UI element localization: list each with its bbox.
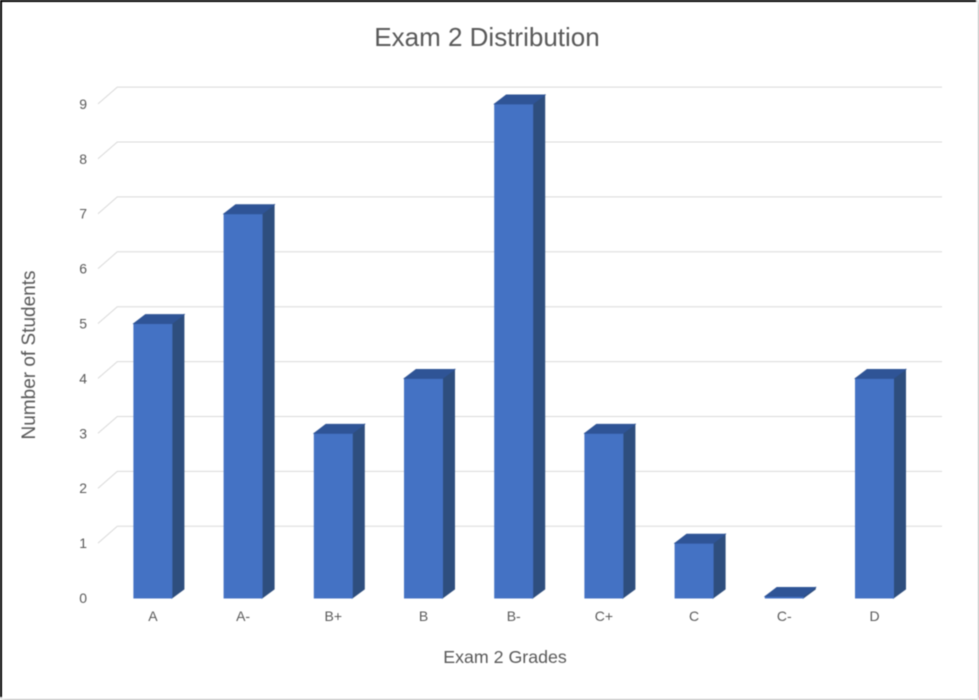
svg-text:7: 7	[79, 206, 87, 222]
svg-text:C: C	[689, 608, 699, 624]
svg-text:5: 5	[79, 316, 87, 332]
svg-text:6: 6	[79, 261, 87, 277]
svg-text:0: 0	[79, 590, 87, 606]
svg-text:A-: A-	[236, 608, 250, 624]
svg-text:D: D	[869, 608, 879, 624]
svg-text:Number of Students: Number of Students	[19, 271, 40, 440]
svg-text:Exam 2 Grades: Exam 2 Grades	[443, 647, 567, 667]
svg-text:C-: C-	[777, 608, 792, 624]
svg-text:A: A	[148, 608, 158, 624]
svg-text:1: 1	[79, 535, 87, 551]
svg-text:3: 3	[79, 425, 87, 441]
svg-text:2: 2	[79, 480, 87, 496]
svg-text:C+: C+	[595, 608, 613, 624]
svg-text:B: B	[419, 608, 428, 624]
svg-text:9: 9	[79, 96, 87, 112]
svg-text:B+: B+	[325, 608, 343, 624]
svg-text:4: 4	[79, 370, 87, 386]
svg-text:Exam 2 Distribution: Exam 2 Distribution	[374, 22, 599, 52]
svg-text:8: 8	[79, 151, 87, 167]
svg-text:B-: B-	[507, 608, 521, 624]
